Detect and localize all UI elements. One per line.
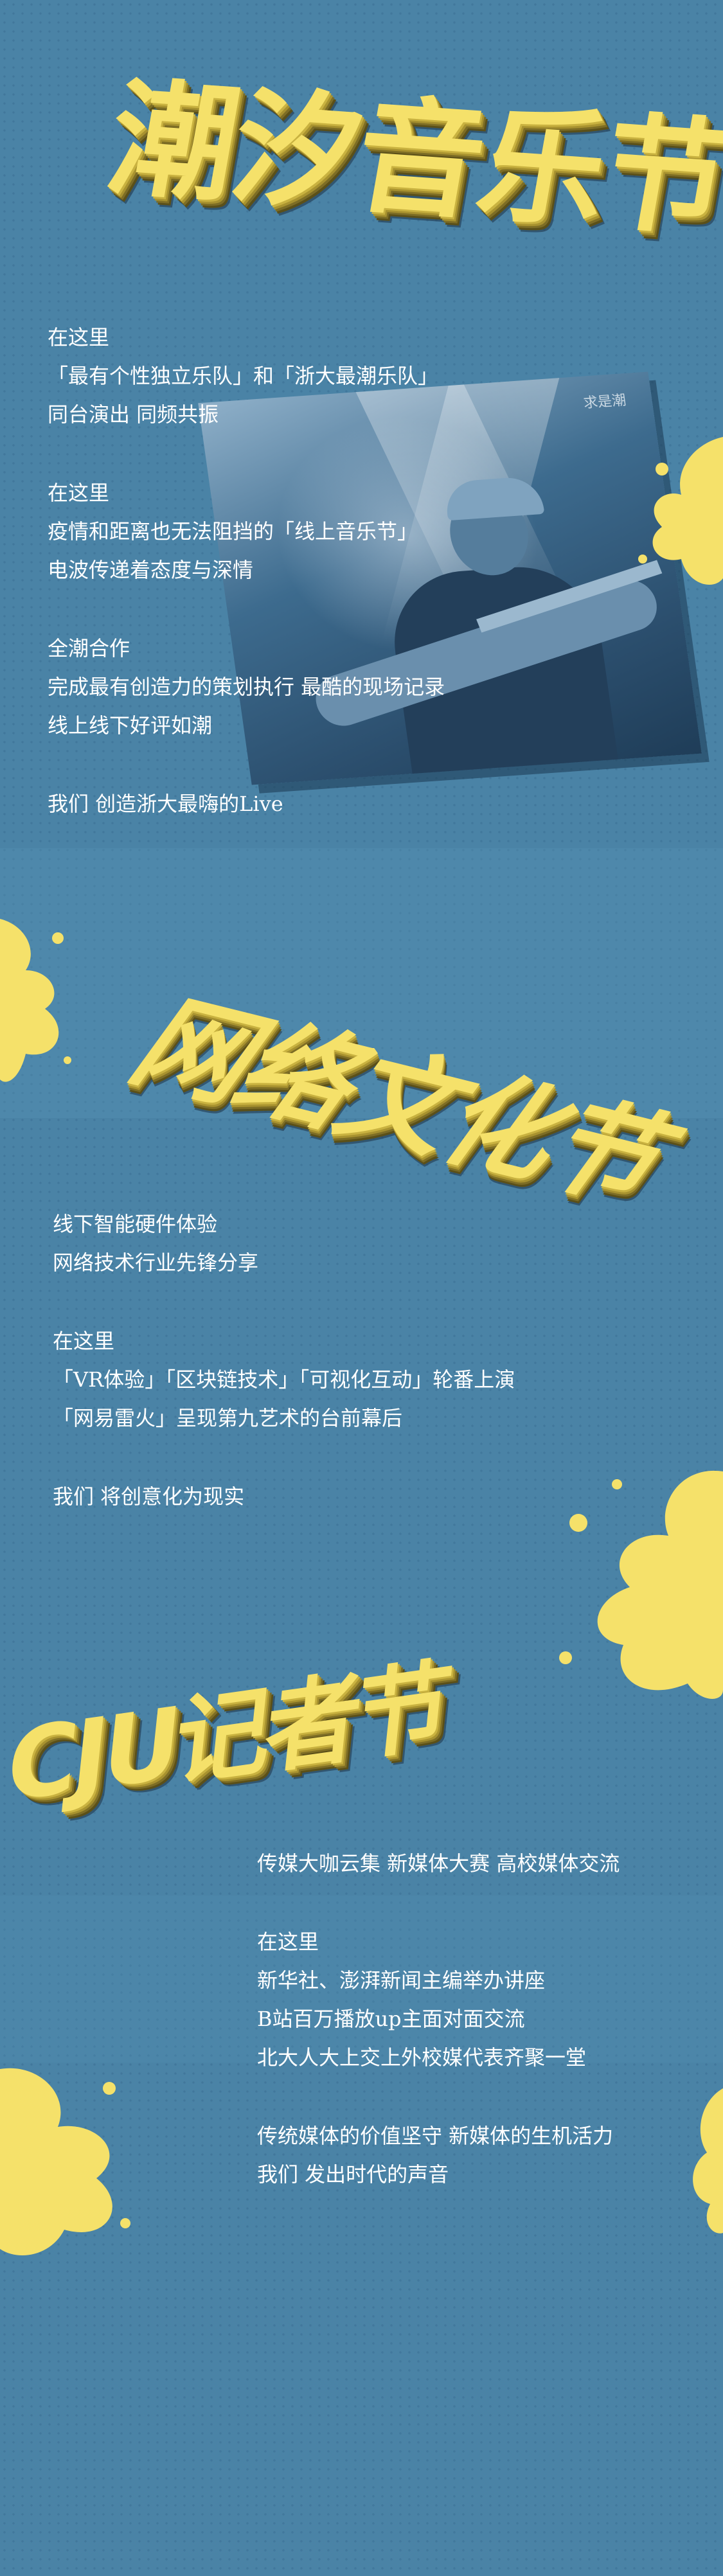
yellow-paint-splat — [0, 919, 71, 1082]
copy-line: 全潮合作 — [48, 636, 130, 661]
copy-line: 完成最有创造力的策划执行 最酷的现场记录 — [48, 675, 445, 699]
paragraph-gap — [257, 1883, 620, 1923]
copy-line: 北大人大上交上外校媒代表齐聚一堂 — [257, 2045, 587, 2070]
copy-line: 线下智能硬件体验 — [53, 1212, 218, 1236]
copy-line: 在这里 — [48, 481, 110, 505]
yellow-paint-splat — [693, 2088, 723, 2234]
light-band — [0, 1896, 723, 2063]
photo-logo: 求是潮 — [582, 392, 627, 412]
copy-line: 电波传递着态度与深情 — [48, 558, 254, 582]
paragraph-gap — [48, 745, 445, 785]
copy-line: 线上线下好评如潮 — [48, 713, 213, 738]
copy-line: 在这里 — [53, 1329, 115, 1353]
copy-line: 我们 发出时代的声音 — [257, 2162, 449, 2187]
copy-line: 网络技术行业先锋分享 — [53, 1250, 259, 1275]
paragraph-gap — [53, 1282, 515, 1322]
yellow-paint-splat — [0, 2068, 130, 2255]
copy-line: 传媒大咖云集 新媒体大赛 高校媒体交流 — [257, 1851, 620, 1876]
yellow-paint-splat — [559, 1470, 723, 1699]
journalist-festival-copy: 传媒大咖云集 新媒体大赛 高校媒体交流 在这里 新华社、澎湃新闻主编举办讲座 B… — [257, 1844, 620, 2194]
copy-line: 「VR体验」「区块链技术」「可视化互动」轮番上演 — [53, 1367, 515, 1392]
copy-line: 同台演出 同频共振 — [48, 402, 219, 427]
copy-line: B站百万播放up主面对面交流 — [257, 2007, 525, 2031]
paragraph-gap — [48, 434, 445, 474]
copy-line: 传统媒体的价值坚守 新媒体的生机活力 — [257, 2124, 614, 2148]
paragraph-gap — [53, 1437, 515, 1477]
yellow-paint-splat — [638, 437, 723, 585]
paragraph-gap — [48, 589, 445, 629]
copy-line: 我们 创造浙大最嗨的Live — [48, 792, 283, 816]
light-band — [0, 848, 723, 1118]
copy-line: 疫情和距离也无法阻挡的「线上音乐节」 — [48, 519, 418, 544]
copy-line: 在这里 — [257, 1930, 319, 1954]
copy-line: 新华社、澎湃新闻主编举办讲座 — [257, 1968, 546, 1993]
copy-line: 在这里 — [48, 325, 110, 350]
copy-line: 我们 将创意化为现实 — [53, 1484, 245, 1509]
paragraph-gap — [257, 2077, 620, 2117]
copy-line: 「最有个性独立乐队」和「浙大最潮乐队」 — [48, 364, 439, 388]
copy-line: 「网易雷火」呈现第九艺术的台前幕后 — [53, 1406, 403, 1430]
music-festival-copy: 在这里 「最有个性独立乐队」和「浙大最潮乐队」 同台演出 同频共振 在这里 疫情… — [48, 318, 445, 823]
network-culture-festival-copy: 线下智能硬件体验 网络技术行业先锋分享 在这里 「VR体验」「区块链技术」「可视… — [53, 1205, 515, 1516]
